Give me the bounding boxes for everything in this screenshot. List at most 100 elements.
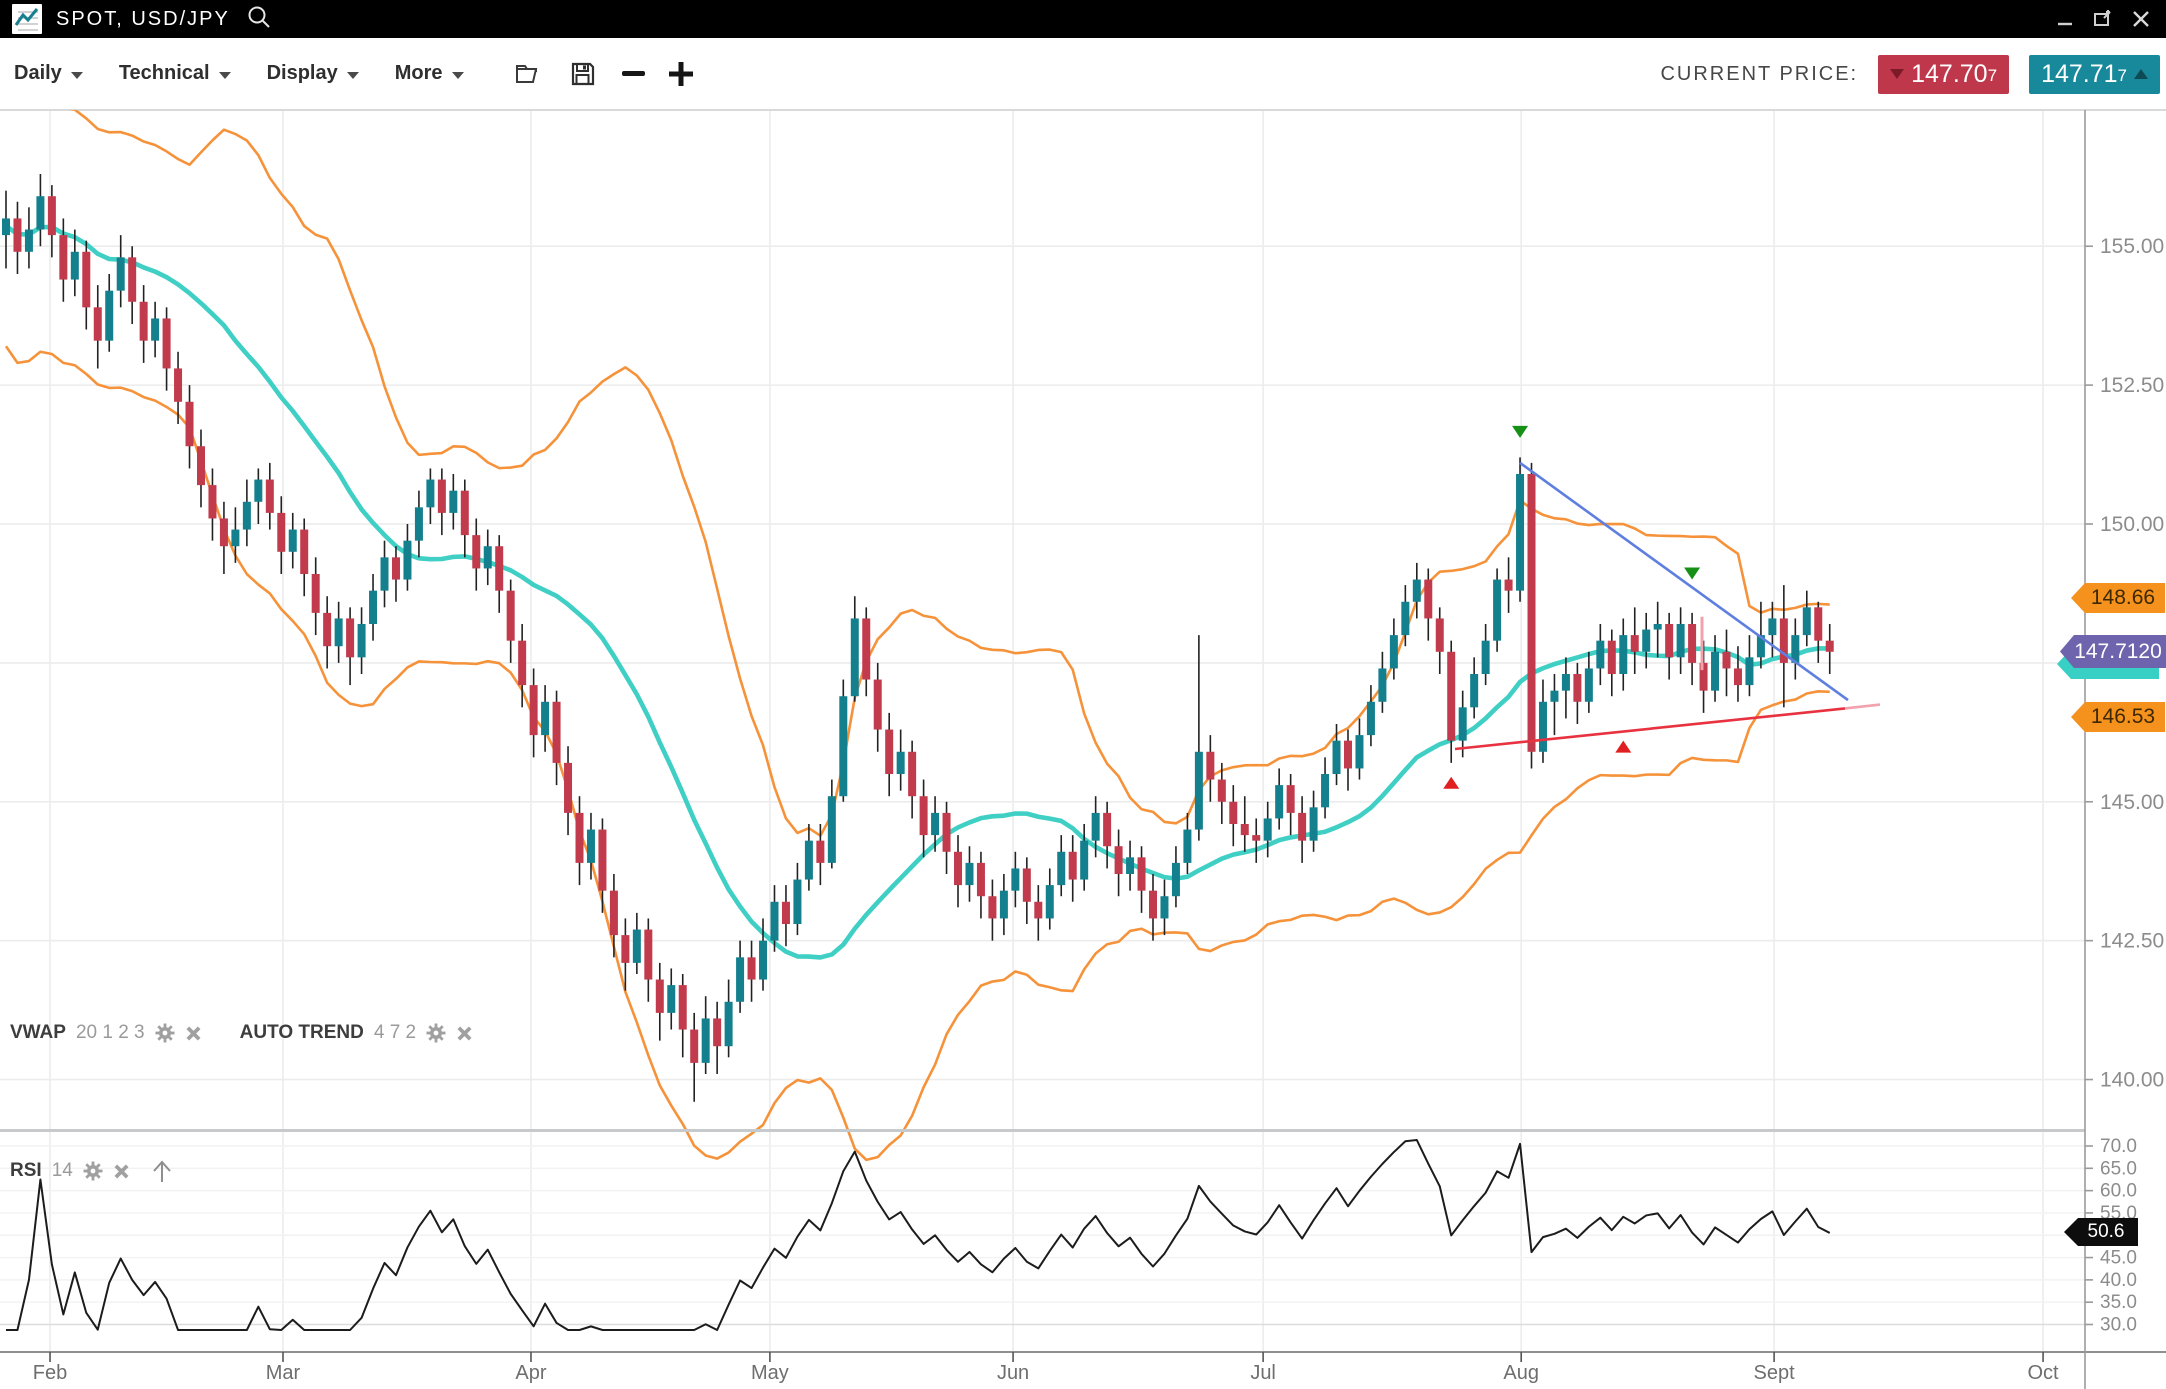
popout-icon[interactable] [2086, 4, 2120, 34]
candle-down [564, 762, 573, 813]
candle-down [518, 640, 527, 686]
candle-down [655, 979, 664, 1013]
candlestick-series[interactable] [2, 174, 1834, 1102]
price-tick-label: 155.00 [2100, 235, 2164, 258]
candle-up [116, 257, 125, 291]
candle-up [1642, 629, 1651, 652]
zoom-out-icon[interactable] [621, 71, 645, 76]
price-tick-label: 145.00 [2100, 791, 2164, 814]
candle-up [827, 796, 836, 863]
month-label: Jul [1250, 1362, 1276, 1384]
candle-up [1538, 701, 1547, 752]
menu-technical[interactable]: Technical [119, 62, 231, 85]
candle-down [942, 812, 951, 852]
vwap-remove-icon[interactable] [185, 1025, 202, 1042]
candle-up [357, 623, 366, 658]
candle-up [1481, 640, 1490, 674]
candle-up [105, 290, 114, 341]
minimize-button[interactable] [2048, 4, 2082, 34]
close-icon[interactable] [2124, 4, 2158, 34]
candle-down [346, 618, 355, 658]
candle-up [770, 901, 779, 941]
current-price-label: CURRENT PRICE: [1660, 62, 1859, 85]
candle-down [219, 518, 228, 547]
rsi-move-up-icon[interactable] [150, 1158, 174, 1184]
rsi-settings-gear-icon[interactable] [83, 1161, 103, 1181]
candle-down [919, 796, 928, 836]
candle-up [1183, 829, 1192, 863]
candle-up [426, 479, 435, 508]
lower-band-price-tag: 146.53 [2071, 702, 2165, 732]
candle-down [1504, 579, 1513, 591]
candle-down [1527, 474, 1536, 752]
candle-up [1045, 885, 1054, 919]
candle-down [781, 901, 790, 924]
candle-up [24, 229, 33, 252]
candle-down [609, 890, 618, 936]
rsi-legend-name: RSI [10, 1160, 42, 1181]
candle-down [1034, 901, 1043, 919]
ask-price: 147.71 [2041, 59, 2118, 88]
vwap-price-tag: 147.7120 [2060, 635, 2166, 668]
candle-down [908, 751, 917, 797]
auto-trend-remove-icon[interactable] [456, 1025, 473, 1042]
candle-up [1275, 785, 1284, 819]
candle-down [885, 729, 894, 774]
candle-down [495, 546, 504, 591]
candle-up [1412, 579, 1421, 602]
candle-up [1745, 657, 1754, 686]
rsi-tick-label: 70.0 [2100, 1136, 2137, 1157]
candle-down [1435, 618, 1444, 652]
candle-up [667, 985, 676, 1013]
rsi-value-tag: 50.6 [2064, 1218, 2138, 1246]
candle-up [1389, 635, 1398, 669]
bid-price-pip: 7 [1987, 65, 1998, 85]
candle-up [1596, 640, 1605, 669]
candle-up [1493, 579, 1502, 641]
candle-down [460, 490, 469, 536]
candle-down [1298, 812, 1307, 841]
candle-up [2, 218, 10, 236]
menu-display[interactable]: Display [267, 62, 359, 85]
candle-up [1550, 690, 1559, 702]
candle-up [1321, 773, 1330, 808]
candle-up [793, 879, 802, 924]
search-icon[interactable] [246, 4, 272, 35]
candle-up [1470, 673, 1479, 708]
vwap-settings-gear-icon[interactable] [155, 1023, 175, 1043]
candle-up [896, 751, 905, 774]
month-label: Jun [997, 1362, 1029, 1384]
price-tick-label: 152.50 [2100, 374, 2164, 397]
menu-more[interactable]: More [395, 62, 464, 85]
candle-up [414, 507, 423, 541]
candle-down [1068, 851, 1077, 880]
save-icon[interactable] [570, 61, 596, 87]
menu-more-label: More [394, 62, 443, 84]
auto-trend-settings-gear-icon[interactable] [426, 1023, 446, 1043]
zoom-in-icon[interactable] [667, 60, 695, 88]
rsi-tick-label: 30.0 [2100, 1315, 2137, 1336]
candle-up [965, 862, 974, 886]
candle-down [678, 985, 687, 1030]
candle-down [976, 862, 985, 897]
candle-down [1722, 651, 1731, 669]
candle-down [873, 679, 882, 730]
candle-up [288, 529, 297, 552]
candle-down [1240, 823, 1249, 836]
candle-down [208, 485, 217, 519]
menu-timeframe[interactable]: Daily [14, 62, 83, 85]
candle-up [449, 490, 458, 513]
app-chart-icon [12, 4, 42, 34]
candle-down [323, 612, 332, 647]
rsi-remove-icon[interactable] [113, 1163, 130, 1180]
auto-trend-support-extension [1844, 703, 1881, 710]
vwap-legend-name: VWAP [10, 1022, 66, 1043]
candle-up [1791, 635, 1800, 663]
open-folder-icon[interactable] [514, 61, 544, 87]
candle-down [1103, 812, 1112, 847]
candle-down [1114, 846, 1123, 874]
chevron-down-icon [218, 71, 231, 79]
sell-signal-marker [1512, 425, 1529, 438]
candle-up [1802, 607, 1811, 636]
price-chart-plot[interactable]: Feb Mar Apr May Jun Jul Aug Sept Oct 155.00 152.50… [0, 110, 2166, 1389]
